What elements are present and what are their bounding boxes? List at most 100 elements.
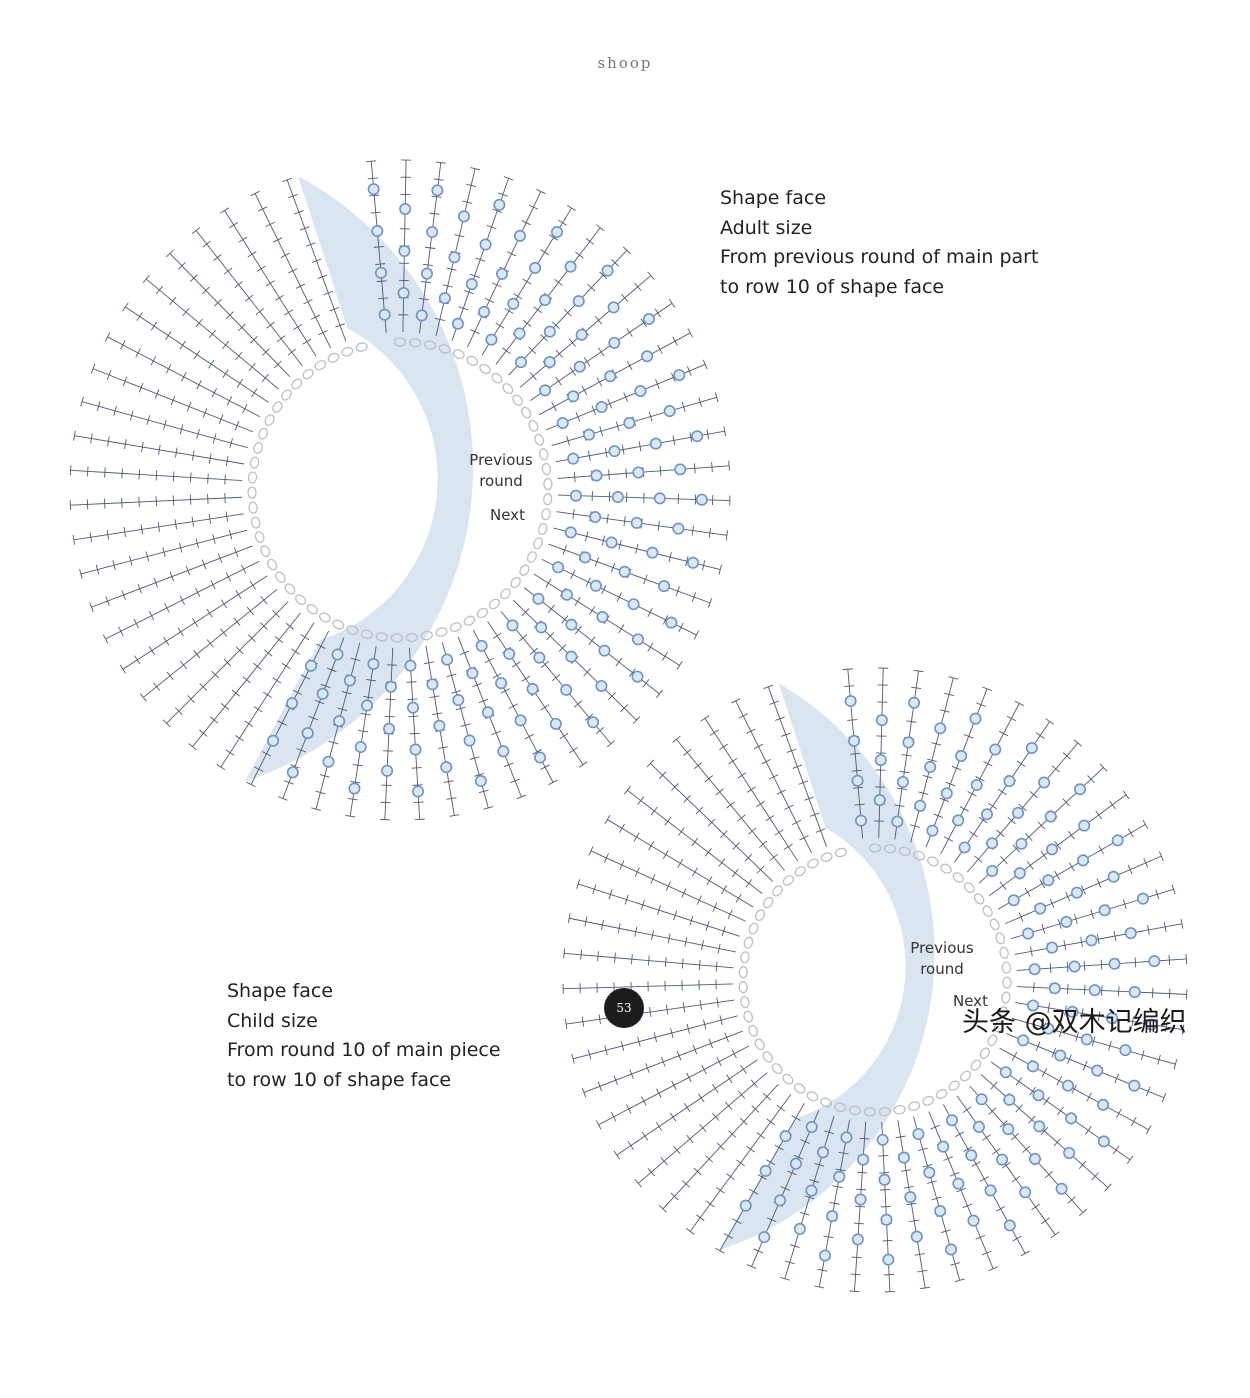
adult-stitch-tick: [522, 320, 532, 327]
adult-stitch-tick: [375, 263, 386, 265]
adult-stitch-tick: [285, 622, 295, 630]
adult-stitch-tick: [587, 284, 596, 292]
adult-stitch-tick: [411, 767, 422, 769]
adult-stitch-tick: [370, 211, 381, 214]
adult-stitch-tick: [106, 370, 112, 380]
child-stitch-tick: [629, 1069, 634, 1079]
adult-stitch-tick: [423, 263, 434, 267]
adult-stitch-tick: [506, 251, 517, 257]
adult-bead-stitch: [665, 616, 678, 629]
child-stitch-tick: [1068, 862, 1075, 872]
child-stitch-tick: [1142, 819, 1149, 830]
child-stitch-tick: [571, 1053, 575, 1064]
child-bead-stitch: [1012, 806, 1025, 819]
child-bead-stitch: [1085, 934, 1098, 947]
child-previous-round-label: Previous round: [910, 939, 974, 978]
adult-stitch-tick: [693, 463, 696, 474]
adult-stitch-tick: [511, 661, 521, 668]
adult-stitch-tick: [516, 794, 527, 800]
child-caption-line: Shape face: [227, 980, 334, 1002]
child-stitch-tick: [698, 959, 701, 970]
child-stitch-tick: [774, 1144, 784, 1151]
adult-stitch-tick: [654, 308, 662, 318]
adult-ring-stitch: [449, 622, 462, 633]
child-stitch-tick: [988, 1107, 997, 1115]
child-stitch-tick: [1099, 763, 1108, 772]
adult-stitch-tick: [594, 316, 603, 325]
adult-bead-stitch: [549, 717, 562, 730]
adult-stitch-tick: [229, 221, 239, 229]
child-chart: [562, 667, 1188, 1293]
child-stitch-tick: [1067, 1196, 1076, 1204]
adult-bead-stitch: [301, 727, 314, 740]
child-stitch-tick: [640, 900, 645, 910]
adult-stitch-tick: [229, 438, 233, 449]
adult-stitch-tick: [164, 603, 170, 613]
child-stitch-tick: [581, 1087, 587, 1098]
adult-bead-stitch: [672, 522, 685, 535]
child-bead-stitch: [826, 1210, 839, 1223]
child-bead-stitch: [1042, 874, 1055, 887]
adult-stitch-tick: [175, 447, 178, 458]
adult-bead-stitch: [316, 687, 329, 700]
child-stitch-tick: [753, 743, 764, 750]
adult-caption-line: to row 10 of shape face: [720, 275, 945, 298]
adult-bead-stitch: [539, 294, 552, 307]
child-stitch-tick: [1122, 899, 1127, 910]
child-stitch-tick: [1096, 934, 1100, 945]
adult-bead-stitch: [371, 224, 384, 237]
child-stitch-tick: [1035, 1041, 1041, 1052]
child-caption-line: to row 10 of shape face: [227, 1068, 452, 1091]
adult-stitch-tick: [601, 535, 606, 546]
adult-ring-stitch: [355, 342, 368, 352]
child-stitch-tick: [613, 1150, 620, 1160]
child-bead-stitch: [851, 1233, 864, 1246]
adult-stitch-tick: [90, 363, 96, 374]
adult-stitch-tick: [407, 698, 418, 700]
adult-stitch-tick: [478, 789, 489, 794]
adult-stitch-tick: [157, 521, 160, 532]
child-stitch-tick: [851, 769, 862, 772]
child-stitch-tick: [901, 754, 912, 757]
child-stitch-tick: [756, 1132, 765, 1139]
child-bead-stitch: [878, 1173, 891, 1186]
child-stitch-tick: [721, 884, 728, 895]
child-stitch-tick: [769, 700, 779, 705]
child-bead-stitch: [952, 814, 965, 827]
child-stitch-tick: [604, 815, 611, 825]
child-stitch-tick: [901, 1169, 912, 1172]
adult-bead-stitch: [420, 267, 433, 280]
adult-stitch-tick: [638, 441, 642, 452]
adult-stitch-tick: [265, 221, 275, 228]
child-stitch-tick: [1024, 887, 1031, 897]
adult-stitch-tick: [235, 351, 243, 361]
adult-stitch-tick: [260, 622, 268, 630]
adult-stitch-tick: [418, 298, 429, 301]
child-bead-stitch: [1105, 1012, 1118, 1025]
child-stitch-tick: [913, 669, 924, 673]
child-bead-stitch: [816, 1146, 829, 1159]
adult-stitch-tick: [188, 743, 197, 751]
adult-stitch-tick: [155, 470, 158, 481]
adult-stitch-tick: [540, 704, 550, 711]
adult-stitch-tick: [254, 766, 264, 772]
child-stitch-tick: [576, 879, 581, 889]
child-stitch-tick: [945, 781, 956, 787]
child-stitch-tick: [597, 951, 599, 962]
adult-stitch-tick: [140, 524, 143, 535]
adult-ring-stitch: [538, 448, 549, 461]
child-stitch-tick: [859, 1137, 870, 1140]
adult-stitch-tick: [446, 797, 457, 800]
child-stitch-tick: [903, 1186, 914, 1189]
child-bead-stitch: [876, 1133, 889, 1146]
adult-bead-stitch: [590, 469, 603, 482]
adult-stitch-tick: [578, 761, 588, 768]
child-stitch-tick: [962, 1203, 973, 1209]
child-bead-stitch: [874, 754, 887, 767]
child-stitch-tick: [1127, 828, 1134, 838]
adult-bead-stitch: [457, 210, 470, 223]
adult-stitch-tick: [89, 602, 94, 612]
adult-stitch-tick: [581, 385, 588, 395]
adult-stitch-tick: [326, 667, 337, 673]
child-stitch-tick: [786, 748, 797, 753]
